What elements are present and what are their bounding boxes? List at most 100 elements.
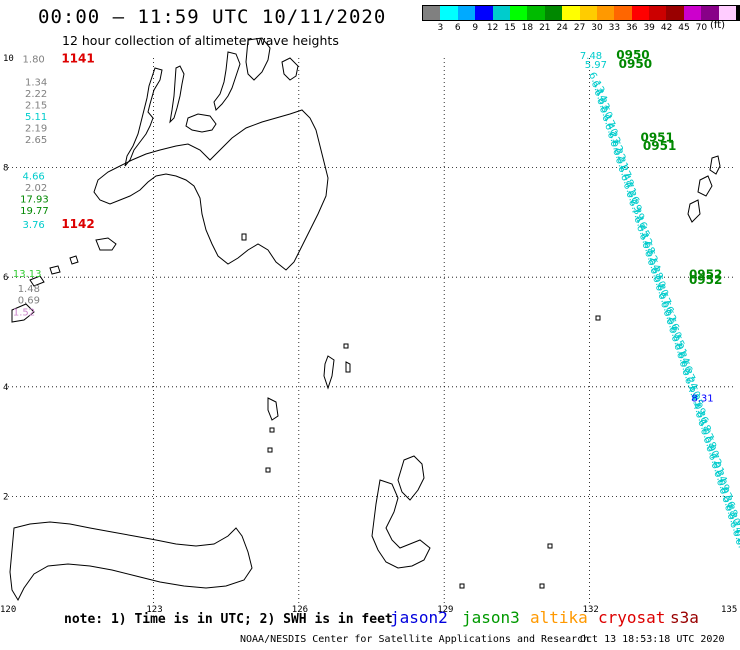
lon-label: 126 [292,605,308,615]
island-basilan [95,237,117,251]
pass-time-label: 0952 [689,273,722,287]
pass-time-label: 0950 [619,57,652,71]
legend-tick: 9 [472,23,479,33]
legend-swatch [701,6,719,20]
legend-swatch [718,6,737,20]
island-talaud [345,361,351,373]
legend-tick: 24 [556,23,568,33]
legend-swatch [440,6,458,20]
legend-tick: 6 [454,23,461,33]
satellite-jason2: jason2 [390,608,448,627]
small-island-4 [265,467,271,473]
wave-height-label: 19.77 [20,206,49,217]
lat-label: 10 [3,54,14,64]
small-island-7 [547,543,553,549]
pass-time-label: 0951 [643,139,676,153]
legend-tick: 15 [504,23,516,33]
map-subtitle: 12 hour collection of altimeter wave hei… [62,33,339,48]
axis-labels: 120 123 126 129 132 135 10 8 6 4 2 [0,54,737,615]
island-halmahera-east [371,479,431,569]
small-island-3 [267,447,273,453]
pass-time-label: 0952 [689,267,722,281]
legend-tick: 36 [626,23,638,33]
pass-time-label: 0951 [640,130,673,144]
island-palau-2 [697,175,713,197]
legend-tick: 33 [608,23,621,33]
island-cebu [169,65,185,124]
legend-swatch [457,6,476,20]
lat-label: 6 [3,273,8,283]
lat-label: 4 [3,383,8,393]
wave-height-label: 2.19 [25,123,47,134]
legend-tick: 39 [643,23,655,33]
legend-swatch [579,6,597,20]
legend-swatch [562,6,580,20]
wave-height-label: 3.76 [23,220,45,231]
map-title: 00:00 – 11:59 UTC 10/11/2020 [38,6,387,28]
legend-tick-labels: 3 6 9 12 15 18 21 24 27 30 33 36 39 42 45 70 [422,21,740,35]
legend-swatch [649,6,667,20]
legend-swatch [666,6,684,20]
small-island-5 [343,343,349,349]
island-mindanao [93,109,329,271]
lat-label: 8 [3,164,8,174]
satellite-altika: altika [530,608,588,627]
color-legend: 3 6 9 12 15 18 21 24 27 30 33 36 39 42 45 70 [422,5,740,35]
wave-height-label: 17.93 [20,195,49,206]
wave-height-label: 2.15 [25,100,47,111]
legend-swatch [631,6,650,20]
wave-height-label: 4.66 [23,172,45,183]
legend-swatch [509,6,528,20]
track-label: 8.31 [691,394,713,405]
legend-tick: 42 [660,23,673,33]
island-bohol [185,113,217,133]
wave-height-label: 2.65 [25,135,47,146]
small-island-1 [241,233,247,241]
satellite-cryosat: cryosat [598,608,666,627]
wave-height-label: 0.69 [18,296,40,307]
lat-lon-grid [8,58,735,606]
track-label: 7.48 [580,51,602,62]
small-island-8 [459,583,465,589]
sulu-island-1 [69,255,79,265]
pass-time-label: 1142 [61,217,94,231]
wave-height-label: 2.02 [25,183,47,194]
island-leyte [213,51,241,111]
island-palau-1 [709,155,721,175]
island-negros [124,67,163,167]
lat-label: 2 [3,492,8,502]
sulu-island-3 [29,275,45,287]
pass-time-label: 1141 [61,51,94,65]
wave-height-label: 1.34 [25,77,47,88]
footer-timestamp: Oct 13 18:53:18 UTC 2020 [580,634,725,645]
track-value: 6.61 [730,528,740,553]
wave-height-labels: 1.80 1.342.222.155.112.192.65 4.662.0217.9… [13,48,723,405]
island-samar [245,37,271,81]
small-island-2 [269,427,275,433]
lon-label: 135 [721,605,737,615]
legend-swatch [683,6,702,20]
satellite-s3a: s3a [670,608,699,627]
legend-tick: 18 [521,23,534,33]
legend-tick: 27 [573,23,586,33]
pass-time-label: 0950 [616,48,649,62]
lon-label: 123 [146,605,162,615]
lon-label: 120 [0,605,16,615]
legend-tick: 21 [539,23,551,33]
track-value: 6.47 [732,536,740,561]
legend-swatch [492,6,510,20]
small-island-6 [595,315,601,321]
island-siau [267,397,279,421]
footer-organization: NOAA/NESDIS Center for Satellite Applica… [240,634,590,645]
legend-swatch [544,6,563,20]
wave-height-label: 5.11 [25,112,47,123]
legend-color-bar [422,5,740,21]
satellite-jason3: jason3 [462,608,520,627]
sulu-island-2 [49,265,61,275]
wave-height-label: 1.80 [23,54,45,65]
legend-tick: 70 [695,23,708,33]
island-halmahera [397,455,425,501]
small-island-9 [539,583,545,589]
island-sulawesi [9,521,253,602]
